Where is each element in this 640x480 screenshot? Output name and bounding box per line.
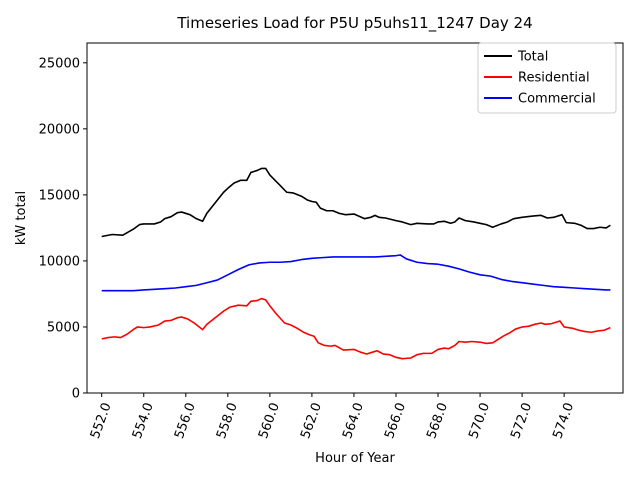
legend-label-total: Total xyxy=(517,50,548,65)
y-tick-label: 10000 xyxy=(39,254,80,269)
x-tick-label: 558.0 xyxy=(214,401,241,441)
x-tick-label: 564.0 xyxy=(340,401,367,441)
x-tick-label: 570.0 xyxy=(466,401,493,441)
y-tick-label: 25000 xyxy=(39,56,80,71)
y-axis-title: kW total xyxy=(14,191,29,245)
y-axis: 0 5000 10000 15000 20000 25000 xyxy=(39,56,87,402)
series-line-commercial xyxy=(101,254,611,292)
x-axis: 552.0 554.0 556.0 558.0 560.0 562.0 564.0 566.0… xyxy=(88,393,577,441)
plot-frame xyxy=(86,42,624,394)
series-line-residential xyxy=(101,297,611,360)
y-tick-label: 20000 xyxy=(39,122,80,137)
legend-label-residential: Residential xyxy=(518,71,590,86)
x-tick-label: 566.0 xyxy=(382,401,409,441)
x-tick-label: 562.0 xyxy=(298,401,325,441)
legend-label-commercial: Commercial xyxy=(518,92,596,107)
x-axis-title: Hour of Year xyxy=(315,451,395,466)
x-tick-label: 568.0 xyxy=(424,401,451,441)
x-tick-label: 574.0 xyxy=(550,401,577,441)
chart-title: Timeseries Load for P5U p5uhs11_1247 Day… xyxy=(176,14,532,33)
x-tick-label: 560.0 xyxy=(256,401,283,441)
x-tick-label: 554.0 xyxy=(130,401,157,441)
series-layer xyxy=(101,167,611,360)
x-tick-label: 556.0 xyxy=(172,401,199,441)
legend-box xyxy=(477,42,617,114)
y-tick-label: 0 xyxy=(72,387,80,402)
legend: Total Residential Commercial xyxy=(477,42,617,114)
x-tick-label: 572.0 xyxy=(508,401,535,441)
series-line-total xyxy=(101,167,611,238)
x-tick-label: 552.0 xyxy=(88,401,115,441)
y-tick-label: 15000 xyxy=(39,188,80,203)
y-tick-label: 5000 xyxy=(47,320,80,335)
